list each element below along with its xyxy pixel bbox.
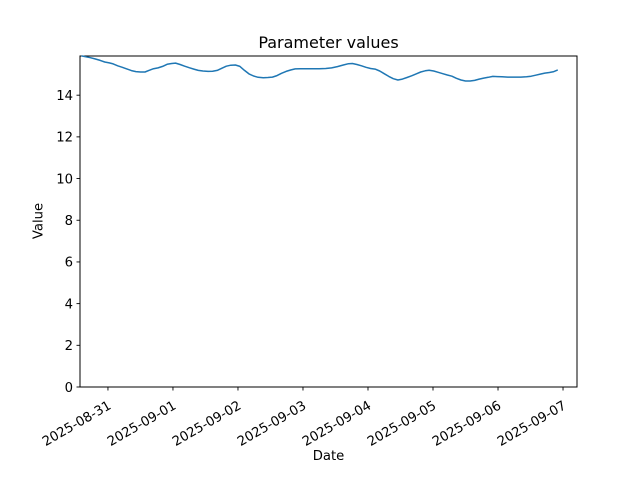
x-tick-label: 2025-09-04: [300, 398, 374, 449]
y-tick-label: 0: [65, 381, 73, 396]
x-tick-label: 2025-08-31: [40, 398, 114, 449]
x-tick-label: 2025-09-06: [430, 398, 504, 449]
x-tick-label: 2025-09-07: [495, 398, 569, 449]
y-tick-label: 10: [56, 172, 73, 187]
data-line-parameter-values: [81, 55, 558, 82]
y-tick-label: 12: [56, 131, 73, 146]
x-tick-label: 2025-09-02: [170, 398, 244, 449]
y-tick-label: 2: [65, 339, 73, 354]
x-tick-label: 2025-09-05: [365, 398, 439, 449]
y-tick-label: 14: [56, 89, 73, 104]
x-tick-label: 2025-09-03: [235, 398, 309, 449]
axes-frame: [79, 55, 578, 388]
x-tick-label: 2025-09-01: [105, 398, 179, 449]
y-tick-label: 8: [65, 214, 73, 229]
chart-title: Parameter values: [258, 33, 399, 52]
x-axis-label: Date: [312, 449, 345, 464]
y-tick-label: 6: [65, 256, 73, 271]
y-tick-label: 4: [65, 297, 73, 312]
